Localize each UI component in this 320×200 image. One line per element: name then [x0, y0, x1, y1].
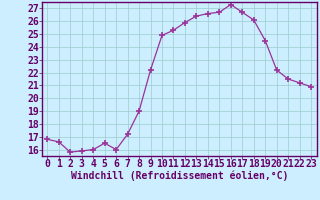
X-axis label: Windchill (Refroidissement éolien,°C): Windchill (Refroidissement éolien,°C)	[70, 170, 288, 181]
